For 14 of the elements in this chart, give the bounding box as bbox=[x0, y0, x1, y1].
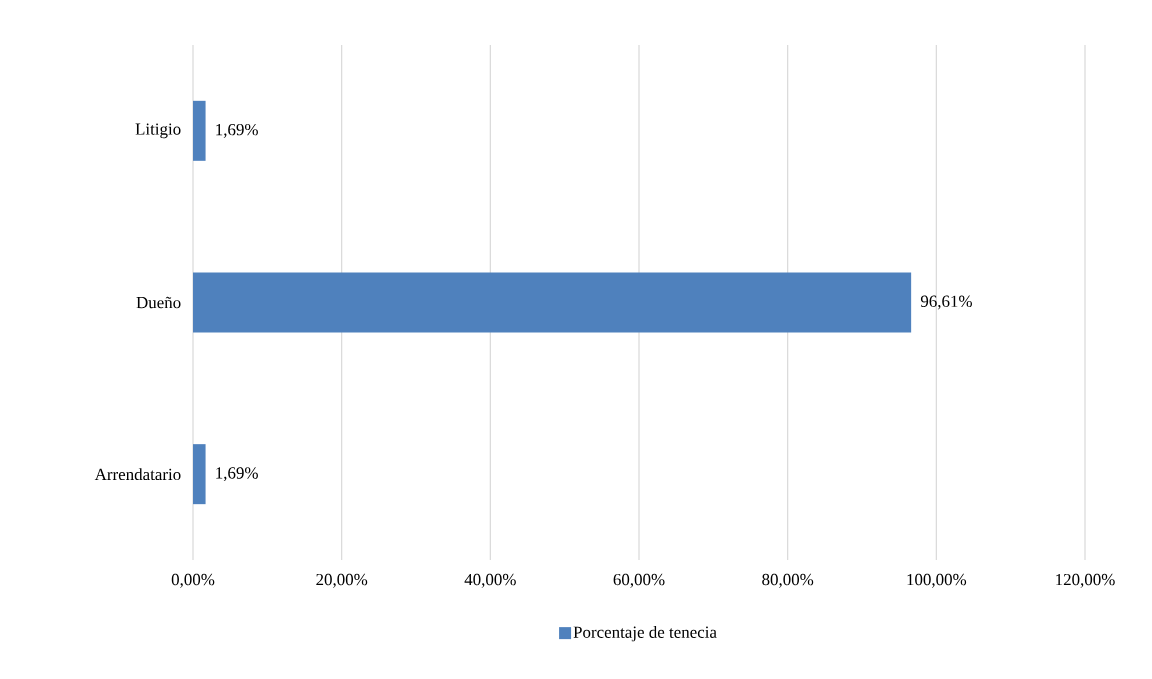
data-label: 1,69% bbox=[216, 123, 258, 138]
x-tick-label: 120,00% bbox=[1056, 573, 1115, 588]
x-tick-label: 20,00% bbox=[316, 573, 368, 588]
y-tick-label: Dueño bbox=[136, 296, 181, 309]
y-tick-label: Litigio bbox=[135, 123, 181, 139]
x-tick-label: 100,00% bbox=[907, 573, 967, 588]
x-tick-label: 60,00% bbox=[613, 573, 665, 588]
x-tick-label: 0,00% bbox=[171, 573, 215, 588]
x-tick-label: 40,00% bbox=[464, 573, 516, 588]
y-tick-label: Arrendatario bbox=[94, 468, 181, 481]
data-label: 96,61% bbox=[920, 295, 972, 310]
legend-label: Porcentaje de tenecia bbox=[573, 625, 717, 642]
x-tick-label: 80,00% bbox=[762, 573, 814, 588]
data-label: 1,69% bbox=[216, 467, 258, 482]
